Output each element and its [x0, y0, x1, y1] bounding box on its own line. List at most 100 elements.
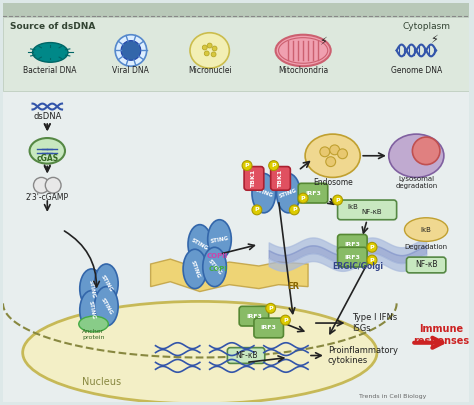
Text: P: P [268, 306, 273, 311]
Ellipse shape [80, 269, 103, 308]
Circle shape [337, 149, 347, 159]
Bar [3, 3, 469, 17]
FancyBboxPatch shape [337, 200, 397, 220]
Ellipse shape [389, 134, 444, 177]
Circle shape [298, 193, 308, 203]
Text: IkB: IkB [347, 204, 358, 210]
Ellipse shape [305, 134, 360, 177]
Text: STING: STING [100, 297, 113, 316]
Circle shape [289, 205, 299, 215]
Text: NF-κB: NF-κB [235, 351, 257, 360]
Text: P: P [271, 163, 276, 168]
Circle shape [269, 161, 279, 171]
Text: STING: STING [189, 259, 201, 279]
Ellipse shape [252, 173, 275, 213]
Circle shape [121, 40, 141, 60]
Text: dsDNA: dsDNA [33, 112, 62, 121]
Circle shape [412, 137, 440, 164]
Text: IRF3: IRF3 [246, 313, 262, 319]
Text: TBK1: TBK1 [251, 169, 256, 188]
Ellipse shape [23, 301, 377, 404]
Text: IRF3: IRF3 [345, 242, 360, 247]
Circle shape [252, 205, 262, 215]
Text: STING: STING [88, 279, 96, 298]
Text: Proinflammatory
cytokines: Proinflammatory cytokines [328, 346, 398, 365]
Text: STING: STING [191, 237, 209, 251]
Ellipse shape [188, 225, 211, 264]
Text: NF-κB: NF-κB [415, 260, 438, 269]
Text: STING: STING [210, 235, 229, 243]
Circle shape [207, 43, 212, 48]
Text: Type I IFNs
ISGs: Type I IFNs ISGs [352, 313, 398, 333]
Text: Source of dsDNA: Source of dsDNA [9, 22, 95, 31]
FancyBboxPatch shape [254, 318, 283, 338]
Ellipse shape [208, 220, 231, 259]
Text: TBK1: TBK1 [278, 169, 283, 188]
Text: ⚡: ⚡ [319, 38, 327, 48]
Circle shape [367, 255, 377, 265]
Text: IRF3: IRF3 [261, 326, 277, 330]
Text: Genome DNA: Genome DNA [391, 66, 442, 75]
Text: 2'3'-cGAMP: 2'3'-cGAMP [26, 193, 69, 202]
Text: IkB: IkB [421, 226, 432, 232]
FancyBboxPatch shape [407, 257, 446, 273]
Ellipse shape [94, 287, 118, 326]
Text: P: P [283, 318, 288, 323]
Text: COPI: COPI [208, 266, 227, 272]
Text: Immune
responses: Immune responses [413, 324, 469, 345]
Text: ⚡: ⚡ [430, 36, 438, 46]
Text: Endosome: Endosome [313, 178, 353, 187]
Text: Nucleus: Nucleus [82, 377, 121, 387]
Text: Bacterial DNA: Bacterial DNA [24, 66, 77, 75]
Text: NF-κB: NF-κB [362, 209, 383, 215]
Circle shape [320, 147, 330, 157]
Text: P: P [292, 207, 297, 212]
Text: Trends in Cell Biology: Trends in Cell Biology [359, 394, 426, 399]
Ellipse shape [33, 43, 68, 62]
Ellipse shape [275, 35, 331, 66]
Text: IRF3: IRF3 [345, 255, 360, 260]
Text: Mitochondria: Mitochondria [278, 66, 328, 75]
Text: STING: STING [207, 258, 223, 276]
Text: STING: STING [254, 188, 273, 199]
FancyBboxPatch shape [337, 234, 367, 254]
Circle shape [281, 315, 291, 325]
Circle shape [333, 195, 343, 205]
Circle shape [266, 303, 275, 313]
Text: COPII: COPII [207, 253, 228, 259]
Circle shape [211, 52, 216, 57]
Text: Viral DNA: Viral DNA [112, 66, 149, 75]
Text: IRF3: IRF3 [305, 191, 321, 196]
FancyBboxPatch shape [239, 306, 269, 326]
Text: Degradation: Degradation [405, 244, 448, 250]
Text: P: P [245, 163, 249, 168]
Ellipse shape [203, 247, 227, 287]
Text: STING: STING [100, 274, 113, 293]
Text: Cytoplasm: Cytoplasm [402, 22, 450, 31]
Ellipse shape [29, 138, 65, 164]
Text: P: P [370, 245, 374, 250]
Circle shape [242, 161, 252, 171]
Circle shape [46, 177, 61, 193]
Text: STING: STING [88, 301, 96, 320]
Text: P: P [370, 258, 374, 262]
FancyBboxPatch shape [244, 166, 264, 190]
Circle shape [202, 45, 207, 50]
Text: cGAS: cGAS [36, 154, 58, 163]
Text: Anchor
protein: Anchor protein [82, 329, 105, 340]
Polygon shape [151, 259, 308, 292]
Text: Micronuclei: Micronuclei [188, 66, 231, 75]
Ellipse shape [94, 264, 118, 303]
Text: P: P [255, 207, 259, 212]
Ellipse shape [276, 173, 300, 213]
Text: STING: STING [279, 188, 298, 199]
Bar [3, 17, 469, 91]
Circle shape [326, 157, 336, 166]
Ellipse shape [183, 249, 207, 289]
FancyBboxPatch shape [271, 166, 291, 190]
Circle shape [115, 35, 146, 66]
FancyBboxPatch shape [337, 247, 367, 267]
Ellipse shape [79, 316, 108, 332]
Ellipse shape [404, 218, 448, 241]
Circle shape [34, 177, 49, 193]
